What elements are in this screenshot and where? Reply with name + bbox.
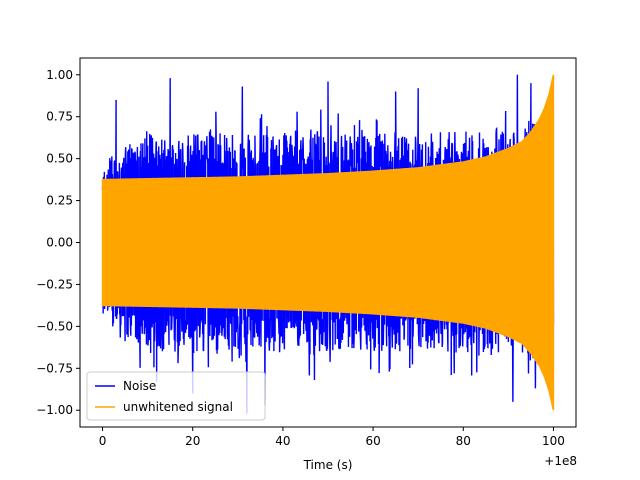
legend: Noise unwhitened signal bbox=[86, 371, 266, 421]
y-tick-label: −0.75 bbox=[36, 361, 73, 375]
y-tick-label: 0.00 bbox=[46, 236, 73, 250]
x-tick-label: 0 bbox=[99, 434, 107, 448]
series-unwhitened-signal-line bbox=[101, 74, 555, 411]
y-tick-label: 1.00 bbox=[46, 68, 73, 82]
y-tick-label: 0.25 bbox=[46, 194, 73, 208]
y-tick-label: −1.00 bbox=[36, 403, 73, 417]
y-tick-label: 0.50 bbox=[46, 152, 73, 166]
y-tick-label: −0.25 bbox=[36, 277, 73, 291]
y-tick-label: −0.50 bbox=[36, 319, 73, 333]
y-tick-label: 0.75 bbox=[46, 110, 73, 124]
x-tick-label: 100 bbox=[542, 434, 565, 448]
plot-area bbox=[101, 74, 555, 414]
x-tick-label: 80 bbox=[456, 434, 471, 448]
x-axis-offset-label: +1e8 bbox=[544, 454, 577, 468]
legend-entry-label: unwhitened signal bbox=[123, 400, 233, 414]
legend-entry-label: Noise bbox=[123, 379, 156, 393]
legend-box bbox=[86, 371, 266, 421]
axis-ticks: 0 20 40 60 80 100 −1.00 −0.75 −0.50 −0.25 0.00 0.25… bbox=[36, 68, 565, 448]
x-axis-label: Time (s) bbox=[303, 458, 353, 472]
x-tick-label: 40 bbox=[275, 434, 290, 448]
x-tick-label: 20 bbox=[185, 434, 200, 448]
x-tick-label: 60 bbox=[365, 434, 380, 448]
